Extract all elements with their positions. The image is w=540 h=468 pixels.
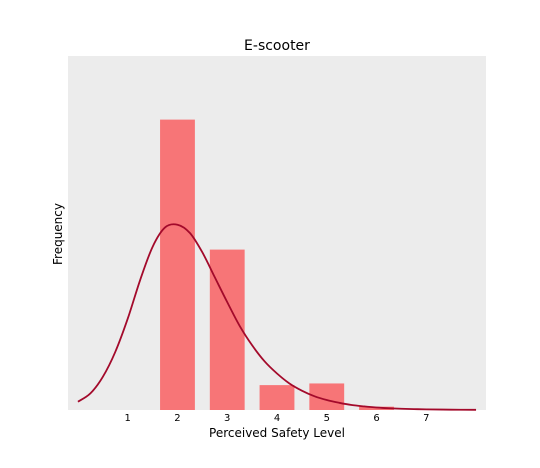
- x-tick-label-7: 7: [423, 413, 429, 424]
- x-tick-label-4: 4: [274, 413, 280, 424]
- x-tick-label-2: 2: [174, 413, 180, 424]
- bar-4: [259, 385, 295, 410]
- chart-title: E-scooter: [244, 38, 310, 54]
- x-axis-label: Perceived Safety Level: [209, 426, 345, 440]
- bar-3: [209, 249, 245, 410]
- x-tick-label-6: 6: [373, 413, 379, 424]
- x-tick-labels: 1 2 3 4 5 6 7: [125, 413, 430, 424]
- density-curve: [77, 223, 477, 411]
- plot-area: [68, 56, 486, 410]
- bar-2: [160, 119, 195, 410]
- bars-group: [160, 119, 394, 410]
- x-tick-label-5: 5: [324, 413, 330, 424]
- x-tick-label-3: 3: [224, 413, 230, 424]
- y-axis-label: Frequency: [51, 203, 65, 265]
- x-tick-label-1: 1: [125, 413, 131, 424]
